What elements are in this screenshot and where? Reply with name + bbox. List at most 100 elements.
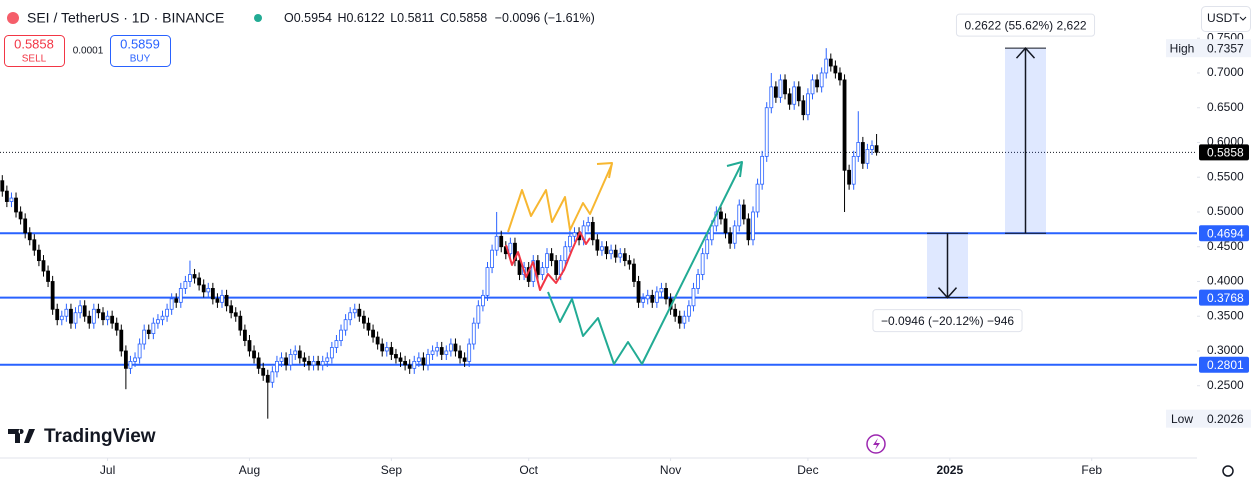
measure-arrowhead: [937, 287, 958, 299]
y-tick-label: 0.4500: [1207, 239, 1244, 253]
candle-body: [604, 246, 609, 255]
tv-logo: TradingView: [8, 426, 156, 447]
level-label-box: [1199, 356, 1249, 373]
candle-body: [343, 319, 348, 331]
x-tick-label: Dec: [797, 463, 818, 477]
sell-price[interactable]: 0.5858: [14, 36, 54, 51]
buy-price[interactable]: 0.5859: [120, 36, 160, 51]
candle-body: [751, 211, 755, 241]
high-text: High: [1170, 41, 1195, 55]
candle-body: [586, 221, 591, 227]
ohlc-letter: H: [337, 11, 346, 25]
high-value-box: [1199, 39, 1251, 58]
candle-body: [284, 357, 288, 366]
candle-body: [563, 246, 568, 262]
y-tick-label: 0.5500: [1207, 169, 1244, 183]
sell-button[interactable]: [4, 35, 65, 67]
candle-body: [540, 267, 545, 275]
candle-body: [490, 249, 494, 268]
candle-body: [247, 340, 252, 352]
candle-body: [64, 308, 69, 317]
candle-body: [339, 329, 343, 341]
drawings: [505, 161, 743, 365]
buy-button[interactable]: [110, 35, 171, 67]
y-tick-label: 0.3000: [1207, 343, 1244, 357]
low-value-box: [1199, 409, 1251, 428]
candle-body: [156, 319, 160, 324]
candle-body: [870, 145, 874, 150]
candle-body: [87, 315, 92, 324]
candle-body: [687, 305, 691, 317]
candle-body: [595, 239, 600, 251]
price-label-box: [1199, 144, 1249, 161]
buy-label[interactable]: BUY: [130, 54, 151, 65]
candle-body: [41, 260, 46, 272]
candle-body: [320, 360, 325, 366]
candle-body: [517, 260, 522, 275]
candle-body: [773, 86, 778, 98]
levels: [0, 151, 1197, 366]
candle-body: [567, 235, 572, 248]
candle-body: [142, 329, 147, 345]
candle-body: [169, 298, 174, 310]
low-value: 0.2026: [1207, 412, 1244, 426]
candle-body: [421, 357, 426, 366]
candle-body: [215, 298, 220, 303]
candle-body: [833, 65, 838, 74]
candle-body: [590, 221, 595, 241]
candle-body: [769, 86, 774, 109]
candle-body: [499, 235, 504, 248]
candle-body: [650, 294, 655, 303]
candle-body: [82, 305, 87, 317]
candle-body: [362, 315, 366, 324]
candle-body: [14, 197, 18, 213]
candle-body: [133, 357, 137, 362]
candle-body: [375, 336, 380, 345]
candle-body: [9, 197, 14, 202]
candle-body: [348, 312, 353, 321]
candle-body: [755, 183, 760, 213]
level-label: 0.3768: [1207, 291, 1244, 305]
price-label: 0.5858: [1207, 146, 1244, 160]
candle-body: [23, 218, 28, 234]
candle-body: [554, 260, 559, 275]
candle-body: [609, 249, 613, 255]
green-zigzag: [547, 162, 743, 365]
x-tick-label: Aug: [239, 463, 260, 477]
ohlc-legend: O0.5954 H0.6122 L0.5811 C0.5858 −0.0096 …: [284, 11, 595, 25]
x-tick-label: 2025: [936, 463, 963, 477]
candle-body: [860, 142, 865, 164]
x-tick-label: Sep: [381, 463, 403, 477]
candle-body: [828, 58, 833, 67]
candle-body: [394, 354, 398, 359]
currency-button[interactable]: [1201, 6, 1251, 32]
candle-body: [471, 322, 476, 345]
candle-body: [778, 79, 783, 98]
candle-body: [366, 322, 371, 331]
y-tick-label: 0.4000: [1207, 274, 1244, 288]
candle-body: [316, 360, 321, 366]
y-tick-label: 0.7000: [1207, 65, 1244, 79]
currency-caret[interactable]: [1239, 16, 1247, 21]
candle-body: [78, 305, 83, 314]
candle-body: [233, 312, 238, 317]
candles: [0, 48, 879, 419]
settings-icon[interactable]: [1222, 465, 1234, 477]
y-tick-label: 0.5000: [1207, 204, 1244, 218]
level-label-box: [1199, 289, 1249, 306]
candle-body: [444, 350, 449, 355]
candle-body: [279, 357, 284, 362]
sell-label[interactable]: SELL: [22, 54, 47, 65]
currency-label[interactable]: USDT: [1207, 11, 1240, 25]
candle-body: [705, 239, 710, 255]
events-bolt[interactable]: [873, 438, 880, 450]
candle-body: [146, 329, 151, 334]
candle-body: [18, 211, 23, 220]
candle-body: [59, 315, 64, 321]
candle-body: [792, 86, 797, 105]
green-arrowhead: [726, 161, 743, 178]
measures: 0.2622 (55.62%) 2,622 −0.0946 (−20.12%) −…: [872, 13, 1096, 333]
candle-body: [549, 253, 554, 262]
